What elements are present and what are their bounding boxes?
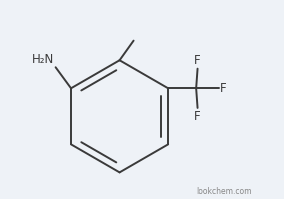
Text: F: F (194, 110, 201, 123)
Text: F: F (194, 54, 201, 67)
Text: lookchem.com: lookchem.com (196, 187, 252, 196)
Text: F: F (220, 82, 226, 95)
Text: H₂N: H₂N (32, 53, 54, 66)
